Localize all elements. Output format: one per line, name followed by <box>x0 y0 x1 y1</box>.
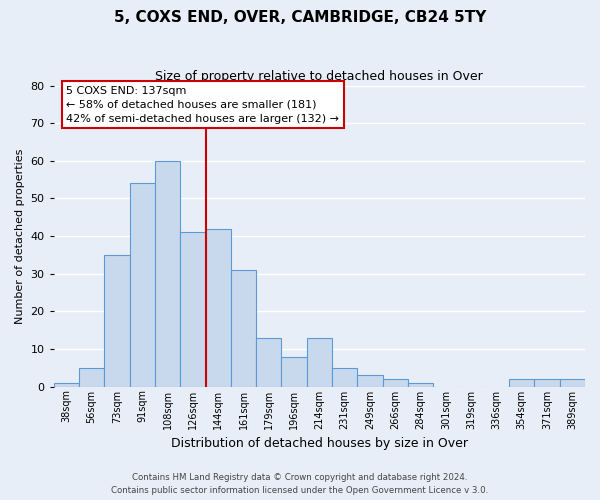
Bar <box>206 228 231 386</box>
Bar <box>104 255 130 386</box>
Bar <box>155 161 180 386</box>
Bar <box>79 368 104 386</box>
Bar <box>180 232 206 386</box>
Text: 5 COXS END: 137sqm
← 58% of detached houses are smaller (181)
42% of semi-detach: 5 COXS END: 137sqm ← 58% of detached hou… <box>67 86 340 124</box>
Bar <box>130 184 155 386</box>
Bar <box>509 379 535 386</box>
Bar <box>332 368 358 386</box>
Title: Size of property relative to detached houses in Over: Size of property relative to detached ho… <box>155 70 483 83</box>
Y-axis label: Number of detached properties: Number of detached properties <box>15 148 25 324</box>
Bar <box>383 379 408 386</box>
Bar <box>307 338 332 386</box>
Bar <box>256 338 281 386</box>
Bar <box>54 383 79 386</box>
Bar <box>535 379 560 386</box>
Bar <box>281 356 307 386</box>
X-axis label: Distribution of detached houses by size in Over: Distribution of detached houses by size … <box>171 437 468 450</box>
Bar <box>358 376 383 386</box>
Bar <box>408 383 433 386</box>
Text: Contains HM Land Registry data © Crown copyright and database right 2024.
Contai: Contains HM Land Registry data © Crown c… <box>112 473 488 495</box>
Bar <box>231 270 256 386</box>
Bar <box>560 379 585 386</box>
Text: 5, COXS END, OVER, CAMBRIDGE, CB24 5TY: 5, COXS END, OVER, CAMBRIDGE, CB24 5TY <box>114 10 486 25</box>
